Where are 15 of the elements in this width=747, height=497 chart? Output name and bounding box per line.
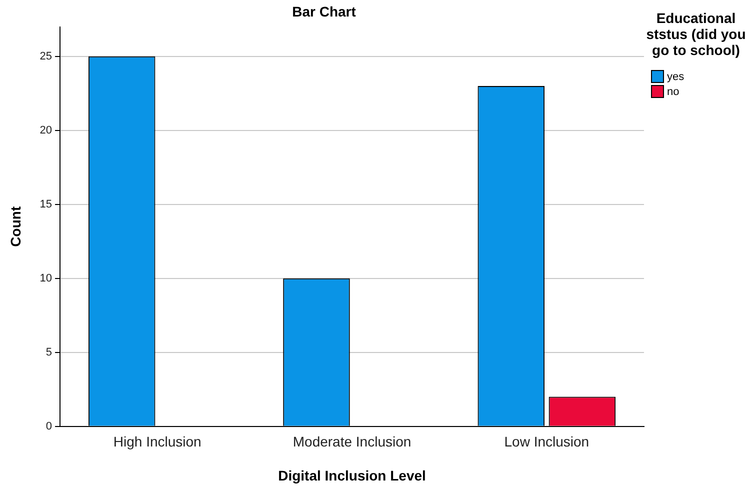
x-axis-title: Digital Inclusion Level: [278, 467, 426, 484]
y-tick-label: 20: [40, 124, 52, 136]
chart-title: Bar Chart: [292, 3, 356, 20]
legend-label: yes: [667, 70, 684, 82]
y-tick-label: 15: [40, 198, 52, 210]
x-tick-label: Low Inclusion: [504, 434, 590, 450]
legend-label: no: [667, 86, 680, 98]
legend-title: Educational ststus (did you go to school): [646, 10, 746, 58]
y-tick-label: 5: [46, 346, 52, 358]
y-tick-label: 0: [46, 420, 52, 432]
x-tick-label: Moderate Inclusion: [292, 434, 412, 450]
x-tick-label: High Inclusion: [113, 434, 202, 450]
y-tick-label: 25: [40, 50, 52, 62]
y-tick-label: 10: [40, 272, 52, 284]
y-axis-title: Count: [7, 206, 24, 247]
